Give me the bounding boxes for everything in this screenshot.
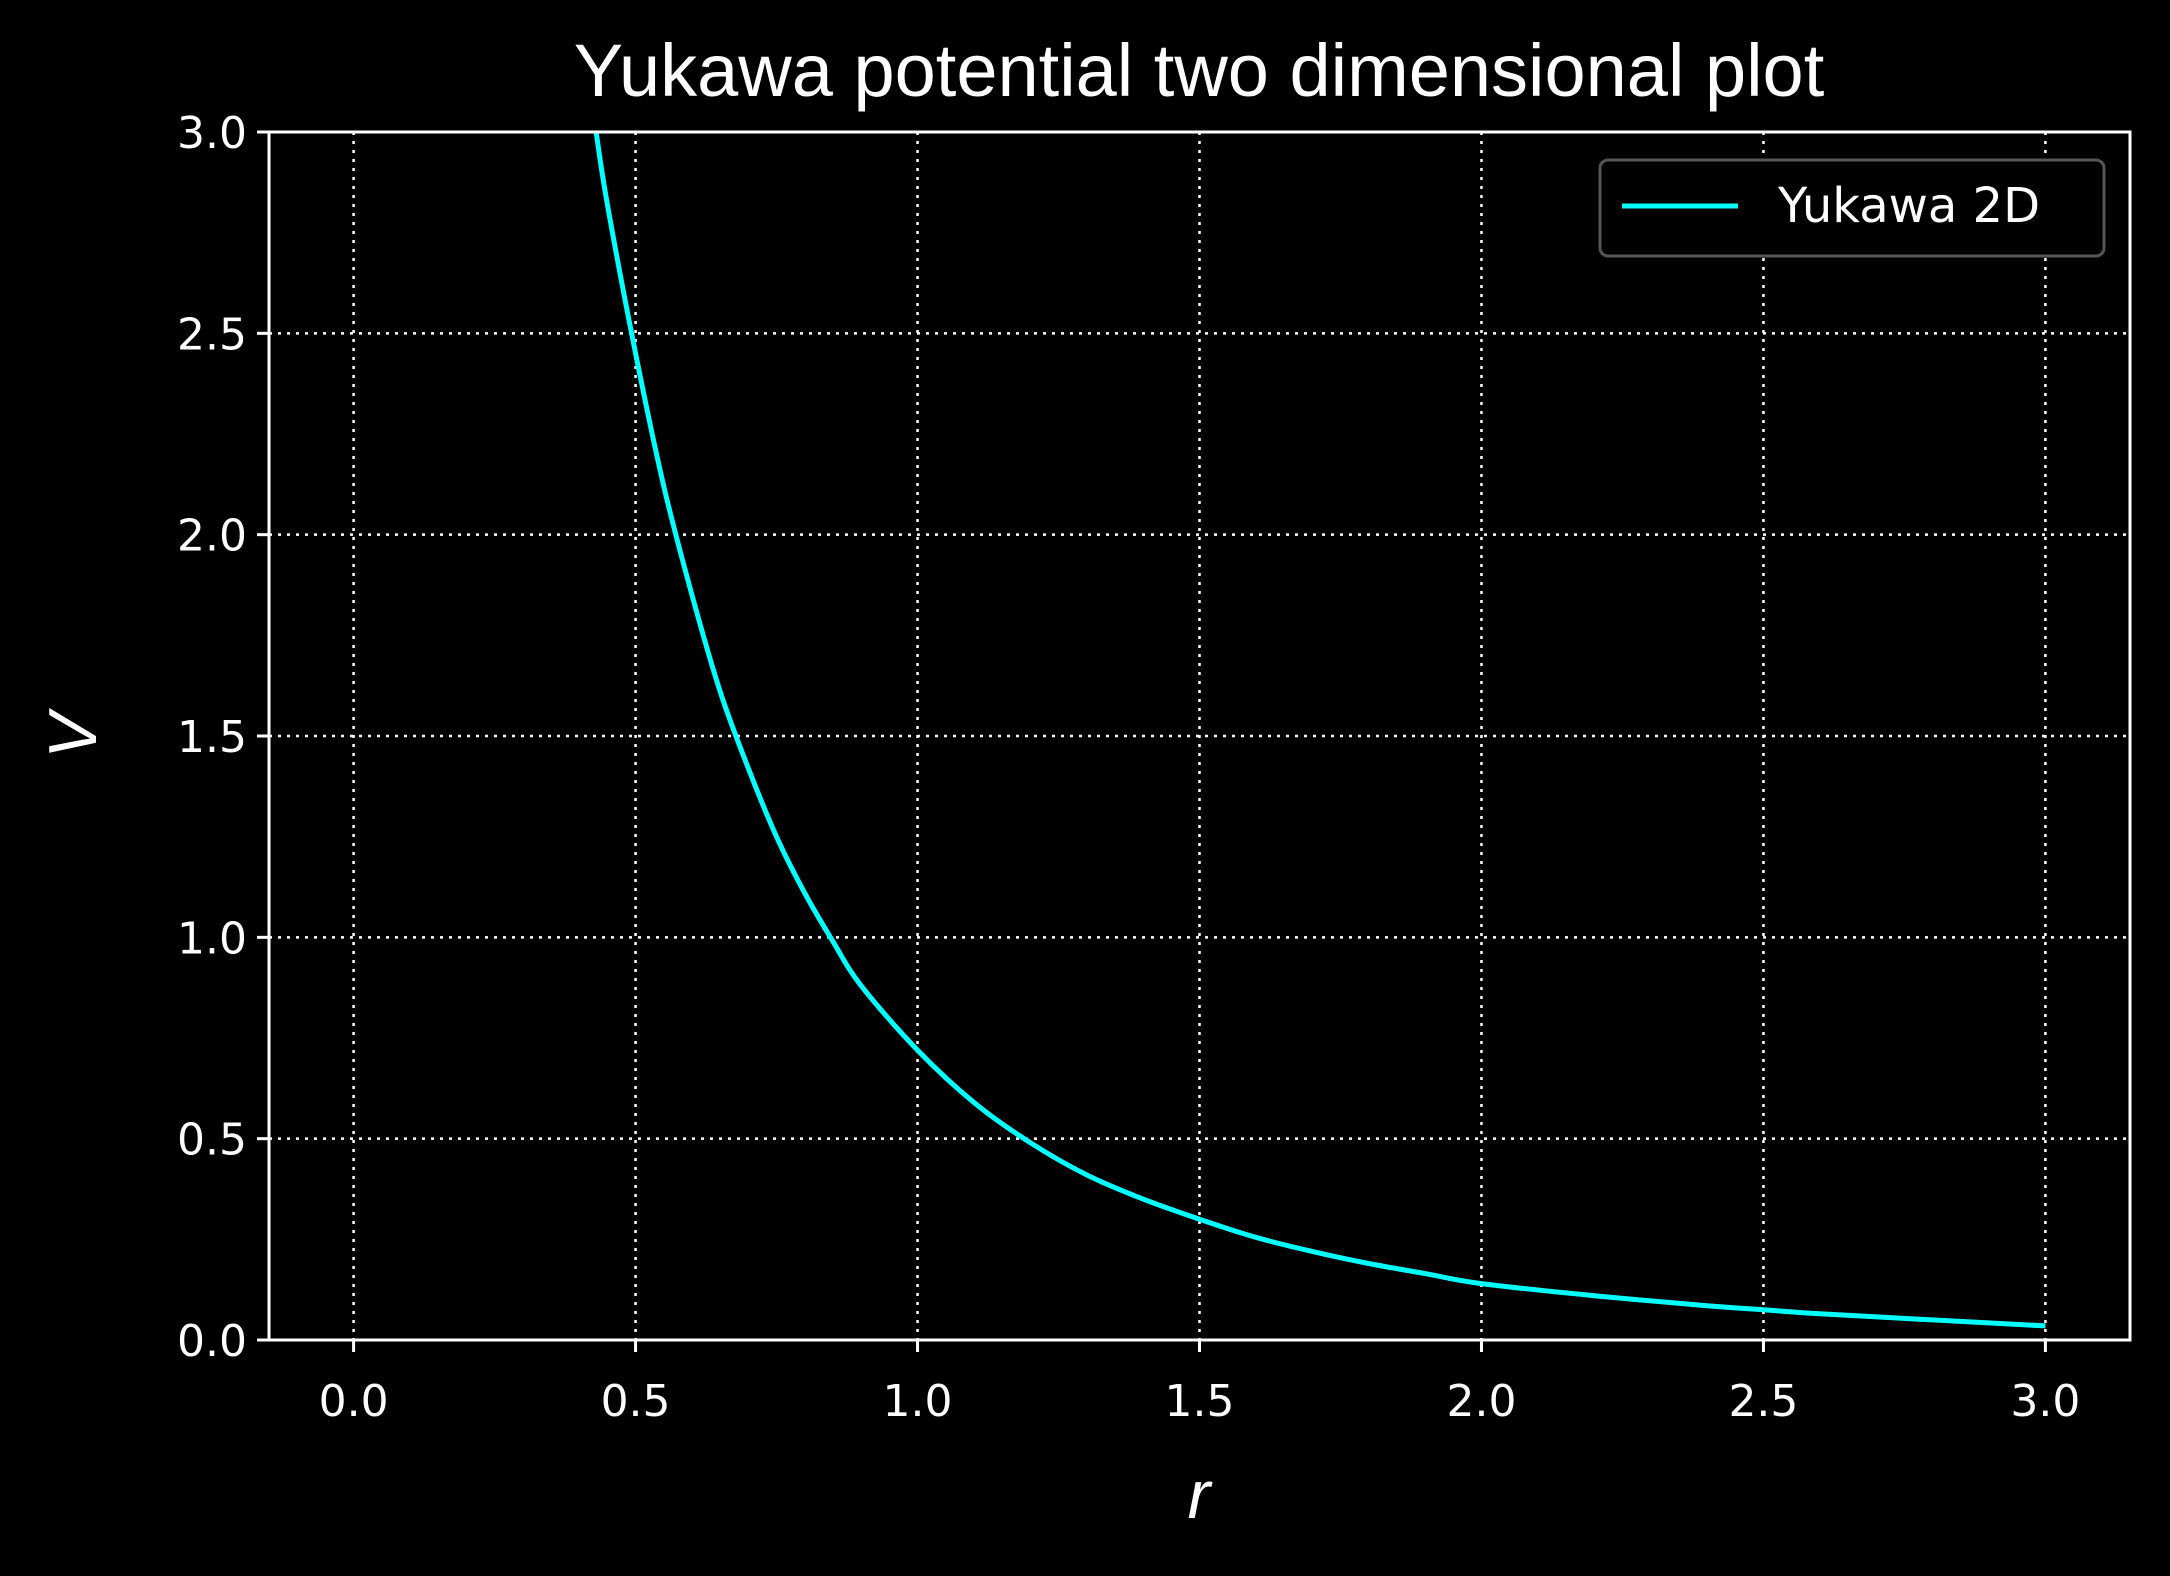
series-line-yukawa-2d [593, 131, 2046, 1329]
x-tick-label: 3.0 [2010, 1376, 2080, 1427]
y-axis-label: V [35, 708, 111, 759]
legend: Yukawa 2D [1598, 158, 2106, 258]
legend-label: Yukawa 2D [1777, 178, 2040, 234]
y-tick-label: 1.5 [177, 712, 247, 763]
x-tick-label: 0.0 [319, 1376, 389, 1427]
x-axis-label: r [1188, 1457, 1213, 1533]
x-tick-label: 2.5 [1728, 1376, 1798, 1427]
x-tick-label: 0.5 [601, 1376, 671, 1427]
x-tick-label: 2.0 [1446, 1376, 1516, 1427]
legend-box [1598, 158, 2106, 258]
tick-group: 0.0 0.5 1.0 1.5 2.0 2.5 3.0 0.0 0.5 1.0 1.5 2.0 2.5 3… [177, 108, 2080, 1427]
chart-title: Yukawa potential two dimensional plot [574, 29, 1825, 112]
series-group [593, 131, 2046, 1329]
y-tick-label: 1.0 [177, 913, 247, 964]
x-tick-label: 1.5 [1165, 1376, 1235, 1427]
y-tick-label: 0.0 [177, 1316, 247, 1367]
y-tick-label: 0.5 [177, 1115, 247, 1166]
x-tick-label: 1.0 [883, 1376, 953, 1427]
y-tick-label: 2.5 [177, 309, 247, 360]
y-tick-label: 2.0 [177, 511, 247, 562]
y-tick-label: 3.0 [177, 108, 247, 159]
